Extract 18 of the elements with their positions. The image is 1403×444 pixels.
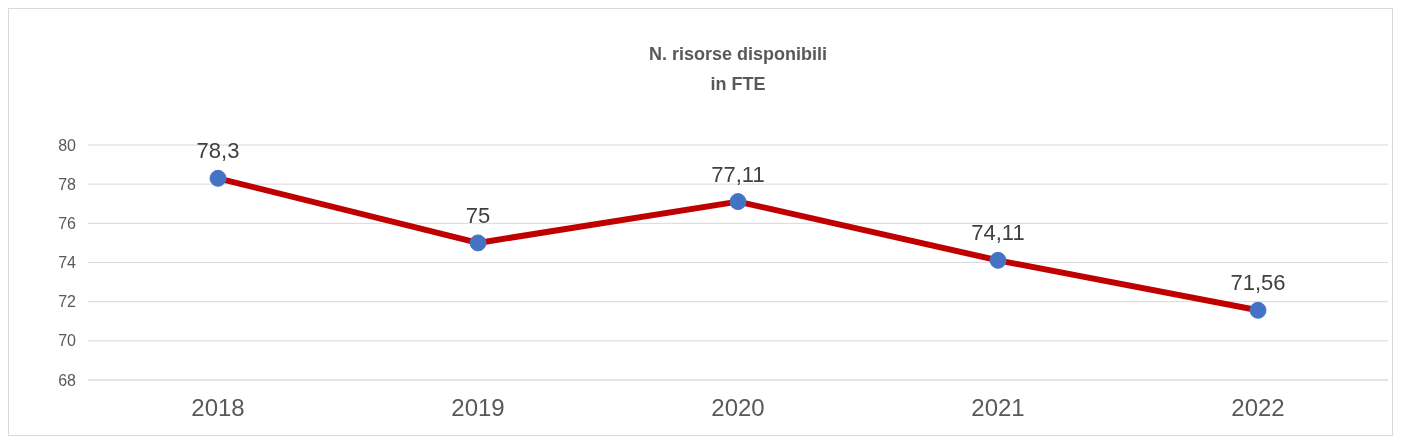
y-tick-label: 70 [58, 332, 77, 350]
y-tick-label: 80 [58, 136, 77, 154]
y-tick-label: 68 [58, 371, 77, 389]
y-tick-label: 72 [58, 293, 77, 311]
data-label: 71,56 [1230, 270, 1286, 296]
x-tick-label: 2020 [711, 394, 765, 421]
chart-title: N. risorse disponibili in FTE [648, 44, 828, 94]
y-tick-label: 76 [58, 214, 77, 232]
x-tick-label: 2019 [451, 394, 505, 421]
x-tick-label: 2018 [191, 394, 245, 421]
x-tick-label: 2021 [971, 394, 1025, 421]
data-label: 77,11 [711, 161, 765, 187]
y-tick-label: 74 [58, 254, 77, 272]
y-tick-label: 78 [58, 175, 77, 193]
data-label: 75 [465, 202, 491, 228]
data-label: 78,3 [196, 138, 240, 164]
x-tick-label: 2022 [1231, 394, 1285, 421]
data-label: 74,11 [971, 220, 1025, 246]
